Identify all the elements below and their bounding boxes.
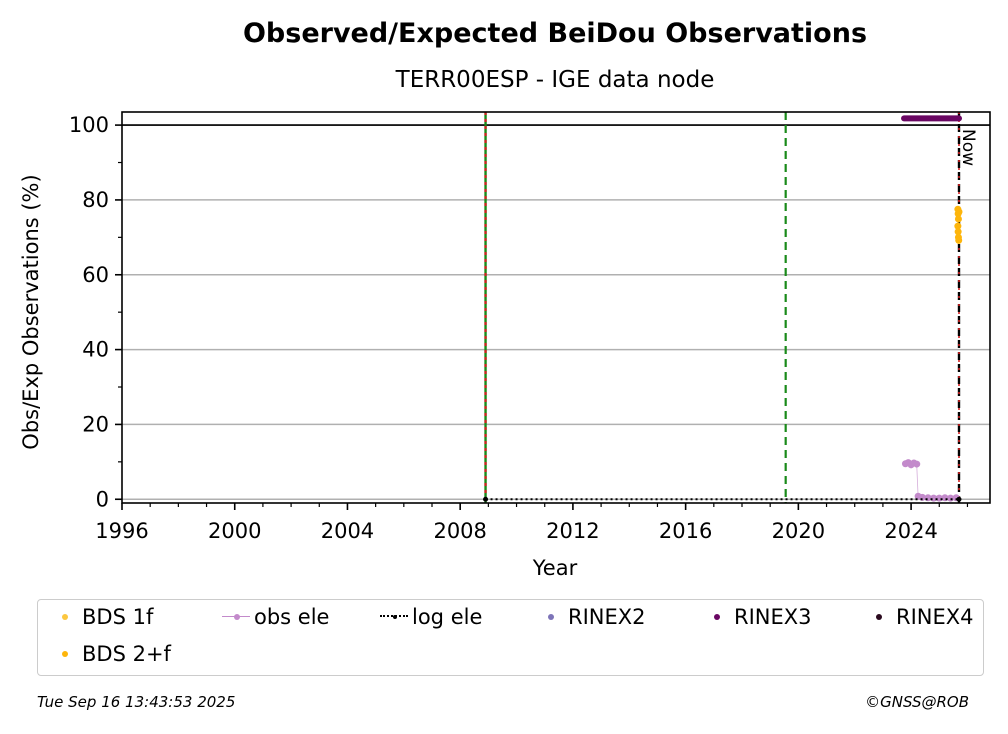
- log-ele-point: [483, 496, 489, 502]
- legend-item: obs ele: [222, 605, 329, 629]
- x-axis-label: Year: [532, 556, 578, 580]
- legend-item: RINEX4: [864, 605, 974, 629]
- x-tick-label: 2012: [546, 519, 599, 543]
- bds2f-point: [954, 222, 962, 230]
- legend-marker: [222, 605, 252, 629]
- y-axis-label: Obs/Exp Observations (%): [19, 174, 43, 449]
- legend-label: RINEX2: [568, 605, 646, 629]
- bds2f-point: [954, 215, 962, 223]
- x-tick-label: 2020: [772, 519, 825, 543]
- y-tick-label: 80: [82, 188, 109, 212]
- now-label: Now: [958, 129, 978, 166]
- y-tick-label: 20: [82, 412, 109, 436]
- chart-subtitle: TERR00ESP - IGE data node: [395, 67, 715, 93]
- plot-frame: [121, 111, 991, 504]
- x-tick-label: 2024: [884, 519, 937, 543]
- bds2f-point: [955, 208, 963, 216]
- y-tick-label: 100: [69, 113, 109, 137]
- y-tick-label: 60: [82, 263, 109, 287]
- legend-item: RINEX3: [702, 605, 812, 629]
- legend-item: BDS 1f: [50, 605, 153, 629]
- legend-marker: [380, 605, 410, 629]
- y-tick-label: 0: [96, 487, 109, 511]
- legend-marker: [702, 605, 732, 629]
- legend-marker: [536, 605, 566, 629]
- legend-marker: [50, 642, 80, 666]
- y-tick-label: 40: [82, 338, 109, 362]
- x-tick-label: 2000: [208, 519, 261, 543]
- chart: Observed/Expected BeiDou Observations TE…: [19, 18, 991, 580]
- legend-label: log ele: [412, 605, 483, 629]
- legend-item: log ele: [380, 605, 482, 629]
- chart-title: Observed/Expected BeiDou Observations: [243, 18, 867, 49]
- x-tick-label: 1996: [95, 519, 148, 543]
- bds2f-point: [955, 236, 963, 244]
- log-ele-point: [956, 496, 962, 502]
- legend-label: BDS 2+f: [82, 642, 171, 666]
- legend-item: RINEX2: [536, 605, 646, 629]
- timestamp: Tue Sep 16 13:43:53 2025: [37, 693, 236, 711]
- bds2f-point: [954, 228, 962, 236]
- x-tick-label: 2016: [659, 519, 712, 543]
- legend-marker: [50, 605, 80, 629]
- copyright: ©GNSS@ROB: [865, 693, 969, 711]
- legend-label: BDS 1f: [82, 605, 154, 629]
- obs-ele-line: [905, 462, 957, 499]
- legend-label: RINEX3: [734, 605, 812, 629]
- legend-item: BDS 2+f: [50, 642, 171, 666]
- legend-label: RINEX4: [896, 605, 974, 629]
- legend-marker: [864, 605, 894, 629]
- x-tick-label: 2008: [433, 519, 486, 543]
- x-tick-label: 2004: [321, 519, 374, 543]
- legend: BDS 1f obs ele log ele RINEX2 RINEX3 RINEX4 BD…: [37, 599, 984, 676]
- obs-ele-point: [913, 460, 921, 468]
- legend-label: obs ele: [254, 605, 330, 629]
